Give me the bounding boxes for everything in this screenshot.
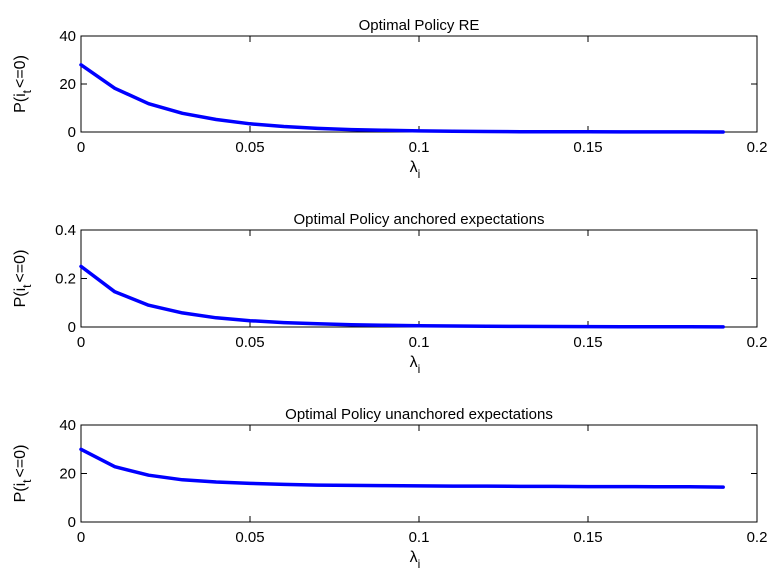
x-tick-label: 0.2: [747, 139, 768, 156]
x-tick-label: 0: [77, 139, 85, 156]
x-axis-label-sub: i: [418, 362, 421, 376]
subplot-3: 0 0.05 0.1 0.15 0.2 0 20 40 Optimal Policy unanc…: [12, 406, 767, 571]
y-axis-label-tail: <=0): [12, 445, 29, 478]
x-tick-label: 0.15: [573, 139, 602, 156]
y-axis-label-main: P(i: [12, 93, 29, 113]
x-tick-label: 0: [77, 529, 85, 546]
x-tick-label: 0.1: [409, 334, 430, 351]
series-line-1: [79, 63, 725, 134]
x-tick-label: 0.2: [747, 334, 768, 351]
y-tick-label: 20: [59, 466, 76, 483]
y-tick-label: 0.4: [55, 222, 76, 239]
x-axis-label-sub: i: [418, 557, 421, 571]
y-axis-label: P(it<=0): [12, 250, 34, 308]
y-axis-label-tail: <=0): [12, 250, 29, 283]
x-axis-label-main: λ: [410, 159, 418, 176]
y-axis-label-sub: t: [20, 284, 34, 288]
y-axis-label-main: P(i: [12, 288, 29, 308]
y-axis-label: P(it<=0): [12, 445, 34, 503]
x-axis-label: λi: [410, 354, 421, 376]
x-tick-label: 0.2: [747, 529, 768, 546]
chart-title: Optimal Policy anchored expectations: [294, 211, 545, 228]
y-tick-label: 40: [59, 417, 76, 434]
plot-frame: [80, 35, 758, 133]
y-tick-label: 0: [68, 514, 76, 531]
x-tick-label: 0.05: [235, 334, 264, 351]
y-axis-label-main: P(i: [12, 483, 29, 503]
x-axis-label-main: λ: [410, 549, 418, 566]
x-tick-label: 0.15: [573, 529, 602, 546]
x-axis-label-sub: i: [418, 167, 421, 181]
subplot-1: 0 0.05 0.1 0.15 0.2 0 20 40 Optimal Policy RE λi P…: [12, 17, 767, 181]
y-axis-label-sub: t: [20, 479, 34, 483]
x-tick-label: 0.05: [235, 529, 264, 546]
series-line-1: [79, 264, 725, 329]
chart-title: Optimal Policy RE: [359, 17, 480, 34]
chart-title: Optimal Policy unanchored expectations: [285, 406, 553, 423]
x-tick-label: 0.05: [235, 139, 264, 156]
x-tick-label: 0.1: [409, 529, 430, 546]
subplot-2: 0 0.05 0.1 0.15 0.2 0 0.2 0.4 Optimal Policy anc…: [12, 211, 767, 376]
y-axis-label: P(it<=0): [12, 55, 34, 113]
x-tick-label: 0: [77, 334, 85, 351]
x-tick-label: 0.15: [573, 334, 602, 351]
y-tick-label: 40: [59, 28, 76, 45]
series-line-1: [79, 447, 725, 489]
x-axis-label: λi: [410, 159, 421, 181]
x-axis-label-main: λ: [410, 354, 418, 371]
x-tick-label: 0.1: [409, 139, 430, 156]
y-tick-label: 0: [68, 319, 76, 336]
plot-frame: [80, 424, 758, 523]
plot-frame: [80, 229, 758, 328]
y-tick-label: 0.2: [55, 271, 76, 288]
y-tick-label: 0: [68, 124, 76, 141]
x-axis-label: λi: [410, 549, 421, 571]
y-axis-label-sub: t: [20, 89, 34, 93]
y-tick-label: 20: [59, 76, 76, 93]
y-axis-label-tail: <=0): [12, 55, 29, 88]
